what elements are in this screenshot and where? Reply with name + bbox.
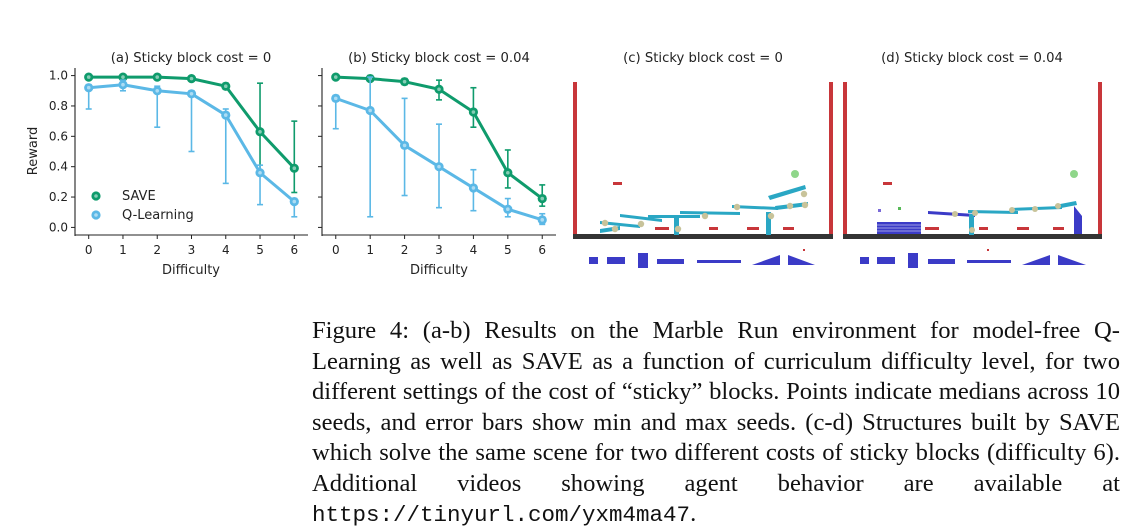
save-point-highlight bbox=[540, 196, 545, 201]
q-learning-point-highlight bbox=[189, 92, 194, 96]
panel-d-structure: (d) Sticky block cost = 0.04 bbox=[843, 51, 1102, 268]
q-learning-point-highlight bbox=[506, 207, 510, 211]
goal-marker bbox=[1070, 170, 1078, 178]
x-tick-label: 2 bbox=[153, 243, 161, 257]
panel-b-reward-chart: (b) Sticky block cost = 0.04 Difficulty … bbox=[318, 51, 556, 278]
ramp-structure bbox=[600, 185, 808, 235]
obstacle bbox=[613, 182, 622, 185]
right-wall bbox=[1098, 82, 1102, 235]
obstacle bbox=[1053, 227, 1064, 230]
x-tick-label: 3 bbox=[188, 243, 196, 257]
legend-qlearning-label: Q-Learning bbox=[122, 208, 194, 223]
floor bbox=[573, 234, 833, 239]
caption-text: Figure 4: (a-b) Results on the Marble Ru… bbox=[312, 317, 1120, 497]
panel-c-title: (c) Sticky block cost = 0 bbox=[623, 51, 783, 66]
x-tick-label: 0 bbox=[85, 243, 93, 257]
figure-caption: Figure 4: (a-b) Results on the Marble Ru… bbox=[312, 316, 1120, 531]
marbles bbox=[601, 190, 809, 233]
panel-a-series bbox=[84, 72, 299, 218]
legend-qlearning-marker bbox=[91, 210, 101, 220]
save-point-highlight bbox=[121, 75, 125, 79]
small-block bbox=[878, 209, 881, 212]
panel-d-title: (d) Sticky block cost = 0.04 bbox=[881, 51, 1063, 66]
obstacle bbox=[783, 227, 794, 230]
small-block bbox=[898, 207, 901, 210]
x-tick-label: 6 bbox=[538, 243, 546, 257]
q-learning-point-highlight bbox=[471, 186, 476, 190]
q-learning-point-highlight bbox=[540, 218, 545, 222]
panel-a-reward-chart: (a) Sticky block cost = 0 Reward Difficu… bbox=[26, 51, 308, 278]
save-point-highlight bbox=[155, 75, 160, 79]
x-tick-label: 4 bbox=[470, 243, 478, 257]
obstacle bbox=[1017, 227, 1029, 230]
obstacle bbox=[979, 227, 988, 230]
y-tick-label: 0.6 bbox=[49, 129, 68, 143]
y-tick-label: 0.4 bbox=[49, 160, 68, 174]
panel-a-ticks: 0 1 2 3 4 5 6 0.0 0.2 0.4 0.6 0.8 1.0 bbox=[49, 69, 298, 257]
q-learning-point-highlight bbox=[223, 113, 228, 117]
save-point-highlight bbox=[402, 79, 407, 84]
block-inventory bbox=[860, 253, 1086, 268]
panel-b-ticks: 0 1 2 3 4 5 6 bbox=[318, 75, 546, 257]
obstacle bbox=[655, 227, 669, 230]
block-inventory bbox=[589, 253, 815, 268]
q-learning-point-highlight bbox=[368, 108, 372, 113]
x-tick-label: 5 bbox=[256, 243, 264, 257]
q-learning-point-highlight bbox=[258, 170, 262, 175]
panel-b-series bbox=[331, 72, 547, 226]
x-tick-label: 2 bbox=[401, 243, 409, 257]
save-point-highlight bbox=[506, 170, 510, 175]
x-tick-label: 6 bbox=[290, 243, 298, 257]
x-tick-label: 1 bbox=[366, 243, 374, 257]
panel-a-xlabel: Difficulty bbox=[162, 263, 220, 278]
save-point-highlight bbox=[223, 84, 228, 89]
q-learning-point-highlight bbox=[292, 199, 297, 204]
save-point-highlight bbox=[86, 75, 91, 79]
obstacle bbox=[925, 227, 939, 230]
left-wall bbox=[573, 82, 577, 235]
y-tick-label: 0.2 bbox=[49, 190, 68, 204]
q-learning-point-highlight bbox=[333, 96, 338, 101]
panel-a-legend: SAVE Q-Learning bbox=[91, 189, 194, 223]
results-figure: (a) Sticky block cost = 0 Reward Difficu… bbox=[26, 51, 1102, 278]
left-wall bbox=[843, 82, 847, 235]
goal-marker bbox=[791, 170, 799, 178]
panel-c-structure: (c) Sticky block cost = 0 bbox=[573, 51, 833, 268]
y-tick-label: 1.0 bbox=[49, 69, 68, 83]
x-tick-label: 0 bbox=[332, 243, 340, 257]
q-learning-point-highlight bbox=[121, 82, 125, 87]
q-learning-point-highlight bbox=[86, 85, 91, 90]
save-point-highlight bbox=[292, 166, 297, 170]
x-tick-label: 1 bbox=[119, 243, 127, 257]
save-point-highlight bbox=[258, 129, 262, 134]
save-point-highlight bbox=[189, 76, 194, 81]
panel-a-ylabel: Reward bbox=[26, 127, 41, 175]
caption-url[interactable]: https://tinyurl.com/yxm4ma47 bbox=[312, 502, 691, 528]
save-point-highlight bbox=[437, 87, 441, 92]
legend-save-marker bbox=[91, 191, 101, 201]
panel-b-title: (b) Sticky block cost = 0.04 bbox=[348, 51, 530, 66]
marbles bbox=[952, 203, 1061, 233]
obstacle bbox=[883, 182, 892, 185]
x-tick-label: 3 bbox=[435, 243, 443, 257]
marble-token bbox=[987, 249, 989, 251]
legend-save-label: SAVE bbox=[122, 189, 156, 204]
panel-a-title: (a) Sticky block cost = 0 bbox=[111, 51, 272, 66]
panel-b-xlabel: Difficulty bbox=[410, 263, 468, 278]
q-learning-point-highlight bbox=[402, 143, 407, 148]
q-learning-point-highlight bbox=[155, 88, 160, 93]
right-wall bbox=[829, 82, 833, 235]
save-point-highlight bbox=[471, 110, 476, 114]
y-tick-label: 0.8 bbox=[49, 99, 68, 113]
marble-token bbox=[803, 249, 805, 251]
save-point-highlight bbox=[333, 75, 338, 79]
q-learning-point-highlight bbox=[437, 164, 441, 169]
caption-end: . bbox=[690, 500, 697, 527]
obstacle bbox=[709, 227, 718, 230]
x-tick-label: 4 bbox=[222, 243, 230, 257]
y-tick-label: 0.0 bbox=[49, 220, 68, 234]
x-tick-label: 5 bbox=[504, 243, 512, 257]
obstacle bbox=[747, 227, 759, 230]
floor bbox=[843, 234, 1102, 239]
